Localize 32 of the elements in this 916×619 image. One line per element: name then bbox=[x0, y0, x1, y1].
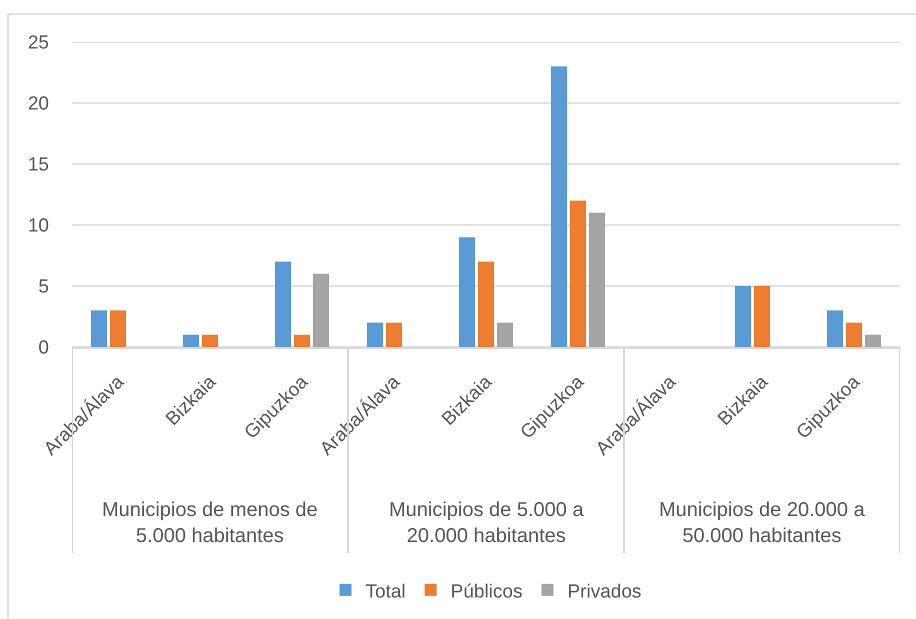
bar bbox=[734, 286, 752, 347]
text: Municipios de 20.000 a 50.000 habitantes bbox=[659, 499, 866, 547]
bar bbox=[110, 310, 126, 347]
y-tick-label: 20 bbox=[28, 94, 49, 115]
y-tick-label: 25 bbox=[28, 32, 49, 54]
bar bbox=[294, 334, 310, 347]
bar bbox=[570, 200, 586, 347]
bar bbox=[386, 322, 402, 347]
bar bbox=[202, 334, 218, 347]
bar bbox=[754, 286, 770, 347]
bar bbox=[366, 322, 384, 347]
bar bbox=[496, 322, 514, 347]
bar bbox=[312, 274, 330, 347]
bar bbox=[274, 262, 292, 347]
text: Municipios de menos de 5.000 habitantes bbox=[102, 499, 318, 547]
bar bbox=[458, 237, 476, 347]
bar bbox=[90, 310, 108, 347]
bar bbox=[826, 310, 844, 347]
y-tick-label: 15 bbox=[28, 154, 49, 176]
y-tick-label: 0 bbox=[38, 338, 49, 359]
legend-label: Total bbox=[366, 581, 406, 602]
text: Municipios de 5.000 a 20.000 habitantes bbox=[389, 499, 584, 547]
legend-label: Públicos bbox=[450, 581, 522, 602]
bar bbox=[550, 66, 568, 347]
y-tick-label: 5 bbox=[38, 276, 49, 298]
bar bbox=[864, 334, 882, 347]
y-tick-label: 10 bbox=[28, 216, 49, 237]
bar bbox=[182, 334, 200, 347]
legend-label: Privados bbox=[567, 581, 642, 602]
bar bbox=[846, 322, 862, 347]
bar bbox=[478, 262, 494, 347]
bar bbox=[588, 212, 606, 347]
